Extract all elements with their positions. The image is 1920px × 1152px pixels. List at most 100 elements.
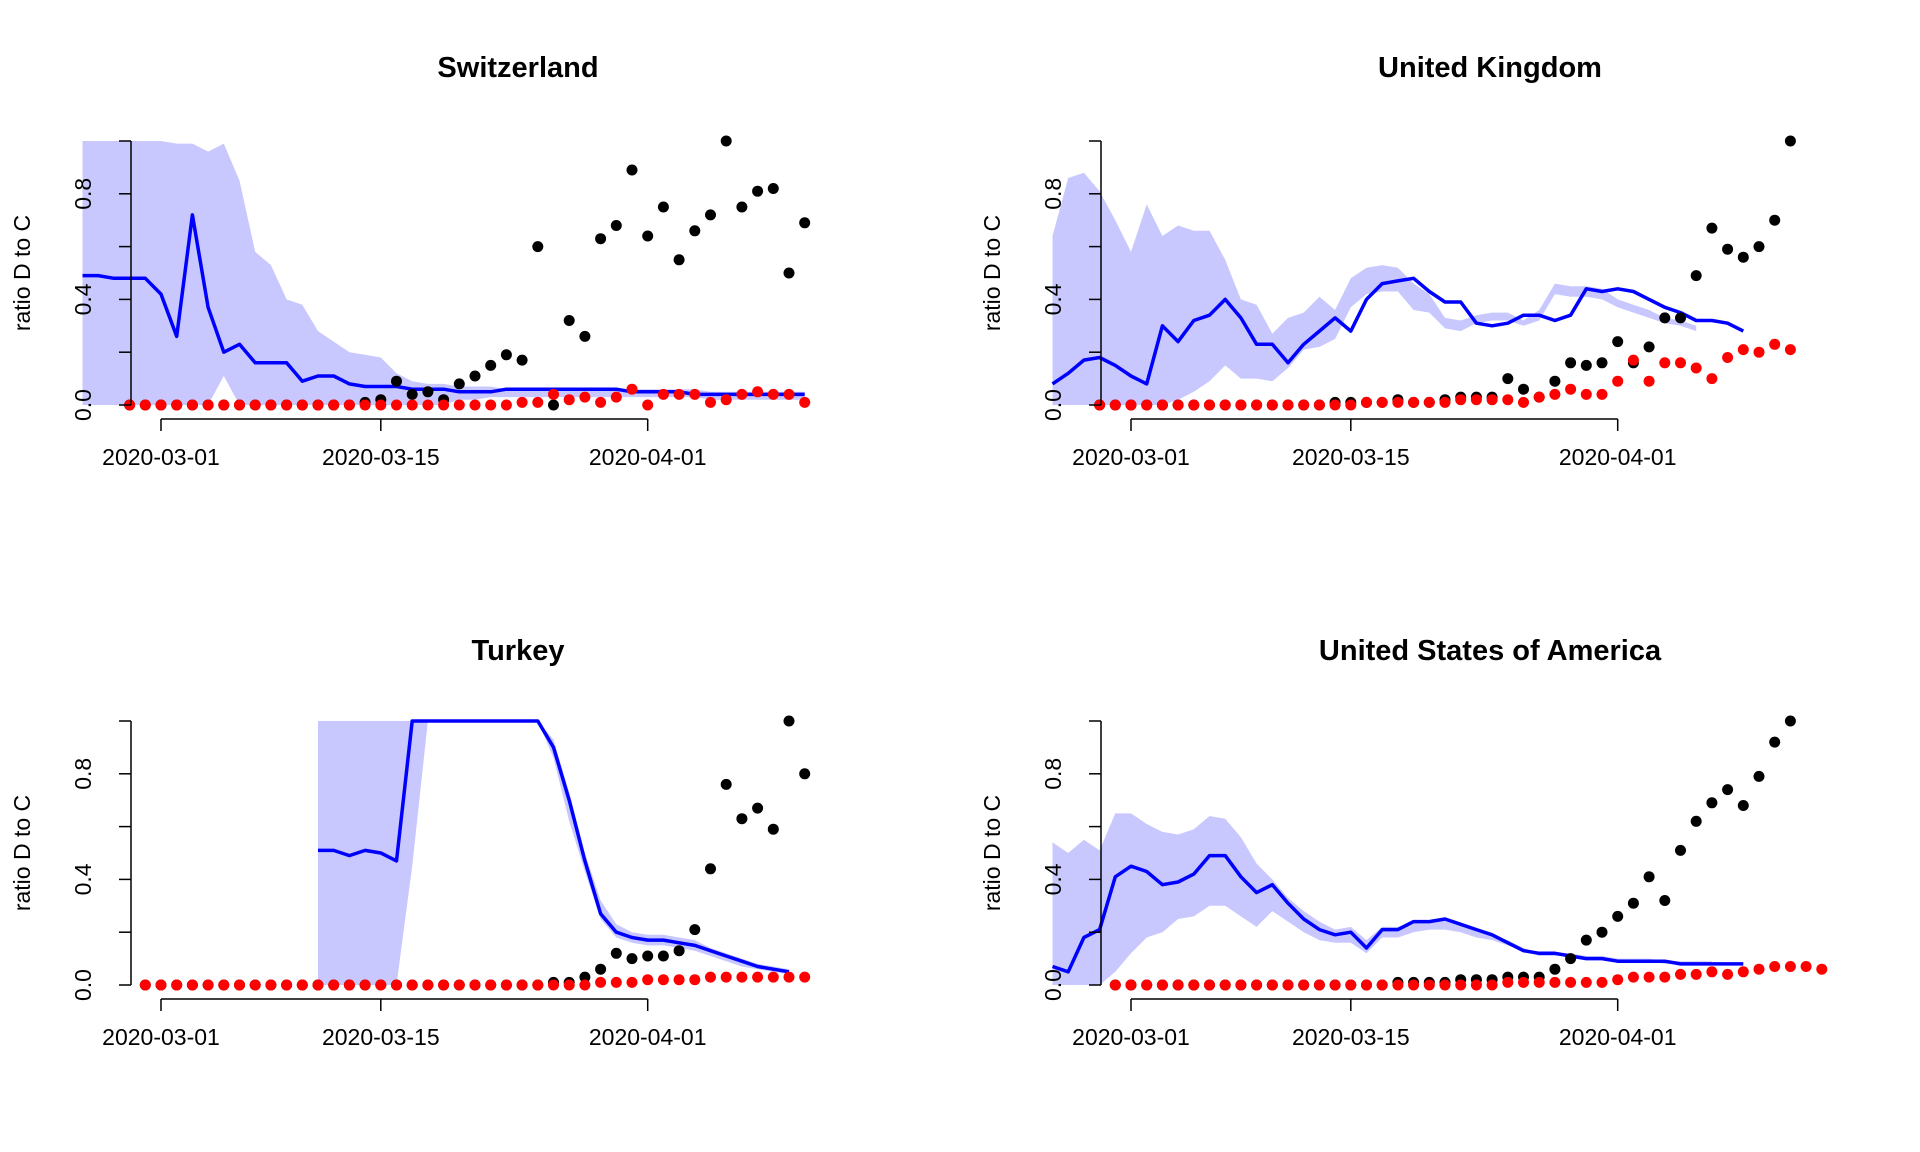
red-point bbox=[375, 979, 387, 991]
red-point bbox=[391, 979, 402, 991]
red-point bbox=[1392, 979, 1404, 991]
red-point bbox=[1549, 388, 1561, 400]
red-point bbox=[1612, 375, 1624, 387]
red-point bbox=[1753, 963, 1765, 975]
black-point bbox=[1784, 715, 1796, 727]
red-point bbox=[642, 974, 654, 986]
red-point bbox=[1455, 979, 1467, 991]
confidence-band bbox=[1052, 172, 1697, 405]
x-tick-label: 2020-03-01 bbox=[102, 1024, 220, 1050]
red-point bbox=[689, 974, 701, 986]
red-point bbox=[1235, 399, 1247, 411]
red-point bbox=[1313, 399, 1325, 411]
red-point bbox=[799, 396, 811, 408]
y-tick-label: 0.4 bbox=[1040, 283, 1066, 315]
red-point bbox=[1298, 979, 1310, 991]
red-point bbox=[1722, 352, 1734, 363]
black-point bbox=[1643, 871, 1655, 883]
red-point bbox=[1376, 396, 1388, 408]
red-point bbox=[186, 979, 198, 991]
x-tick-label: 2020-04-01 bbox=[1559, 444, 1677, 470]
black-point bbox=[548, 399, 559, 411]
red-point bbox=[1235, 979, 1247, 991]
red-point bbox=[626, 383, 638, 395]
red-point bbox=[1470, 394, 1482, 406]
red-point bbox=[1125, 399, 1137, 411]
y-axis-label: ratio D to C bbox=[979, 215, 1005, 331]
red-point bbox=[1439, 396, 1451, 408]
black-point bbox=[595, 963, 607, 975]
red-point bbox=[1172, 399, 1184, 411]
black-point bbox=[752, 185, 764, 197]
red-point bbox=[469, 399, 481, 411]
red-point bbox=[281, 399, 293, 411]
red-point bbox=[1502, 394, 1514, 406]
black-point bbox=[1643, 341, 1655, 353]
black-point bbox=[1659, 312, 1671, 324]
black-point bbox=[736, 813, 748, 825]
red-point bbox=[1470, 979, 1482, 991]
red-point bbox=[720, 394, 732, 406]
black-point bbox=[1612, 910, 1624, 922]
red-point bbox=[767, 971, 779, 983]
black-point bbox=[736, 201, 748, 213]
y-axis-label: ratio D to C bbox=[9, 215, 35, 331]
red-point bbox=[1455, 394, 1467, 406]
red-point bbox=[1518, 976, 1529, 988]
black-point bbox=[626, 953, 638, 965]
y-axis-label: ratio D to C bbox=[979, 795, 1005, 911]
black-point bbox=[469, 370, 481, 382]
y-axis-label: ratio D to C bbox=[9, 795, 35, 911]
red-point bbox=[218, 399, 230, 411]
black-point bbox=[1737, 800, 1749, 811]
y-tick-label: 0.8 bbox=[1040, 758, 1066, 790]
black-point bbox=[500, 349, 512, 361]
black-point bbox=[563, 315, 575, 326]
red-point bbox=[673, 388, 685, 400]
red-point bbox=[1266, 399, 1278, 411]
black-point bbox=[689, 225, 701, 237]
black-point bbox=[1502, 373, 1514, 385]
red-point bbox=[1329, 399, 1341, 411]
red-point bbox=[1486, 979, 1498, 991]
red-point bbox=[155, 399, 167, 411]
black-point bbox=[752, 802, 764, 814]
black-point bbox=[1580, 359, 1592, 371]
red-point bbox=[595, 976, 607, 988]
red-point bbox=[1627, 354, 1639, 366]
black-point bbox=[485, 359, 497, 371]
red-point bbox=[1298, 399, 1310, 411]
x-tick-label: 2020-03-15 bbox=[1292, 1024, 1410, 1050]
black-point bbox=[1690, 815, 1702, 827]
red-point bbox=[532, 396, 544, 408]
red-point bbox=[359, 979, 371, 991]
red-point bbox=[1141, 399, 1153, 411]
red-point bbox=[1282, 399, 1294, 411]
red-point bbox=[1706, 373, 1718, 385]
chart-panel-1: United Kingdom ratio D to C 0.0 0.4 0.8 2020-… bbox=[979, 52, 1796, 470]
chart-title: Switzerland bbox=[437, 52, 598, 84]
red-point bbox=[1565, 383, 1577, 395]
red-point bbox=[1533, 976, 1545, 988]
red-point bbox=[579, 979, 591, 991]
black-point bbox=[579, 971, 591, 983]
red-point bbox=[563, 979, 575, 991]
red-point bbox=[202, 979, 214, 991]
red-point bbox=[1580, 976, 1592, 988]
red-point bbox=[705, 396, 716, 408]
black-point bbox=[799, 768, 811, 780]
red-point bbox=[610, 391, 622, 403]
red-point bbox=[1282, 979, 1294, 991]
red-point bbox=[1627, 971, 1639, 983]
chart-title: Turkey bbox=[472, 635, 565, 667]
x-tick-label: 2020-03-15 bbox=[322, 444, 440, 470]
red-point bbox=[422, 979, 434, 991]
red-point bbox=[1141, 979, 1153, 991]
red-point bbox=[1408, 979, 1420, 991]
y-tick-label: 0.4 bbox=[70, 863, 96, 895]
red-point bbox=[1219, 979, 1231, 991]
red-point bbox=[1219, 399, 1231, 411]
y-tick-label: 0.8 bbox=[1040, 178, 1066, 210]
red-point bbox=[532, 979, 544, 991]
black-point bbox=[1565, 953, 1577, 965]
